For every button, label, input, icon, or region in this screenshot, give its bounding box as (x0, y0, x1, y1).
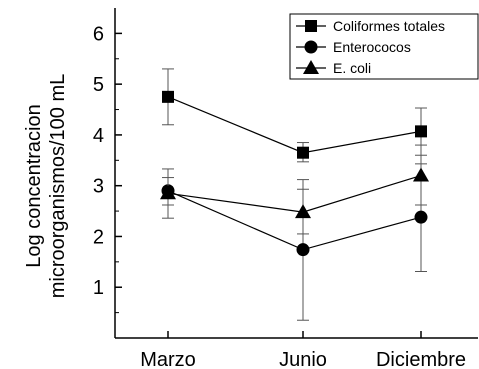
legend-marker (304, 40, 318, 54)
data-point (297, 146, 309, 159)
series-circle (161, 163, 428, 321)
data-point (162, 90, 174, 103)
y-tick-label: 5 (93, 74, 104, 96)
y-tick-label: 3 (93, 176, 104, 198)
series-line (167, 96, 422, 154)
legend-label: E. coli (333, 60, 371, 76)
y-tick-label: 1 (93, 277, 104, 299)
y-axis-title-line-2: microorganismos/100 mL (47, 74, 69, 299)
data-point (415, 125, 427, 138)
legend-label: Enterococos (333, 39, 411, 55)
legend-marker (303, 60, 319, 74)
plot-area: 1 2 3 4 5 6 Marzo Junio Diciembre (93, 8, 478, 369)
data-point (296, 243, 310, 257)
x-tick-label: Diciembre (376, 349, 466, 369)
legend: Coliformes totales Enterococos E. coli (296, 18, 445, 76)
y-tick-label: 2 (93, 226, 104, 248)
data-point (295, 204, 311, 219)
legend-label: Coliformes totales (333, 18, 445, 34)
data-point (413, 167, 429, 182)
x-tick-label: Junio (279, 349, 327, 369)
series-square (162, 68, 427, 163)
legend-marker (305, 20, 317, 32)
y-axis-title-line-1: Log concentracion (23, 104, 45, 267)
series-triangle (160, 144, 429, 235)
x-tick-label: Marzo (140, 349, 196, 369)
series-line (167, 190, 422, 251)
data-point (414, 210, 428, 224)
series-line (167, 174, 422, 213)
data-point (160, 185, 176, 200)
y-tick-label: 4 (93, 125, 104, 147)
y-tick-label: 6 (93, 23, 104, 45)
